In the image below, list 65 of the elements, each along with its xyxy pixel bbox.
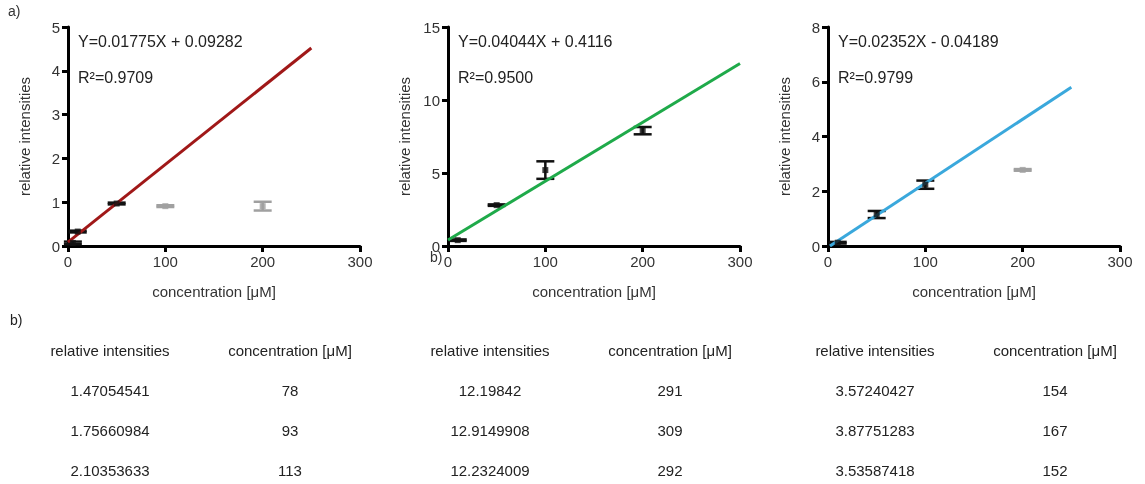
y-tick-label: 3	[51, 106, 60, 124]
text: 154	[1041, 382, 1069, 399]
text: 3.87751283	[834, 422, 916, 439]
text: 309	[656, 422, 684, 439]
text: concentration [μM]	[227, 342, 353, 359]
chart-title: a)	[8, 3, 21, 19]
x-axis-title: concentration [μM]	[532, 283, 656, 300]
text: concentration [μM]	[607, 342, 733, 359]
text: 12.9149908	[449, 422, 531, 439]
y-tick-label: 5	[431, 164, 440, 182]
text: 12.19842	[457, 382, 523, 399]
text: 1.75660984	[69, 422, 151, 439]
y-tick-label: 5	[51, 18, 60, 36]
y-tick-label: 1	[51, 193, 60, 211]
text: 167	[1041, 422, 1069, 439]
x-tick-label: 100	[912, 253, 938, 270]
y-tick-label: 0	[51, 237, 60, 255]
text: 12.2324009	[449, 462, 531, 479]
x-tick-label: 300	[347, 253, 373, 270]
text: 3.57240427	[834, 382, 916, 399]
text: 1.47054541	[69, 382, 151, 399]
y-axis-title: relative intensities	[776, 76, 793, 197]
y-tick-label: 4	[811, 128, 820, 145]
y-tick-label: 4	[51, 62, 60, 80]
point	[542, 167, 549, 174]
text: 292	[656, 462, 684, 479]
text: 152	[1041, 462, 1069, 479]
text: 113	[277, 462, 303, 479]
text: relative intensities	[429, 342, 551, 359]
text: concentration [μM]	[992, 342, 1118, 359]
y-tick-label: 8	[811, 18, 820, 36]
text: relative intensities	[49, 342, 171, 359]
y-tick-label: 10	[423, 91, 440, 109]
x-tick-label: 0	[63, 253, 73, 270]
text: 2.10353633	[69, 462, 151, 479]
annotation: R²=0.9500	[458, 68, 534, 86]
text: 78	[280, 382, 300, 399]
annotation: Y=0.01775X + 0.09282	[78, 32, 243, 50]
y-tick-label: 2	[51, 149, 60, 167]
annotation: R²=0.9709	[78, 68, 154, 86]
y-tick-label: 2	[811, 182, 820, 200]
text: relative intensities	[814, 342, 936, 359]
y-axis-title: relative intensities	[396, 76, 413, 197]
text: b)	[10, 312, 23, 328]
y-tick-label: 15	[423, 18, 440, 36]
x-tick-label: 0	[823, 253, 833, 270]
annotation: Y=0.02352X - 0.04189	[838, 32, 999, 50]
y-tick-label: 6	[811, 73, 820, 91]
text: 93	[280, 422, 300, 439]
x-tick-label: 100	[152, 253, 178, 270]
x-axis-title: concentration [μM]	[912, 283, 1036, 300]
text: 291	[656, 382, 684, 399]
x-tick-label: 200	[630, 253, 656, 270]
y-axis-title: relative intensities	[16, 76, 33, 197]
x-tick-label: 200	[1010, 253, 1036, 270]
x-axis-title: concentration [μM]	[152, 283, 276, 300]
x-tick-label: 0	[443, 253, 453, 270]
y-tick-label: 0	[811, 237, 820, 255]
x-tick-label: 300	[1107, 253, 1133, 270]
x-tick-label: 300	[727, 253, 753, 270]
x-tick-label: 100	[532, 253, 558, 270]
text: 3.53587418	[834, 462, 916, 479]
x-tick-label: 200	[250, 253, 276, 270]
annotation: R²=0.9799	[838, 68, 914, 86]
annotation: Y=0.04044X + 0.4116	[458, 32, 613, 50]
